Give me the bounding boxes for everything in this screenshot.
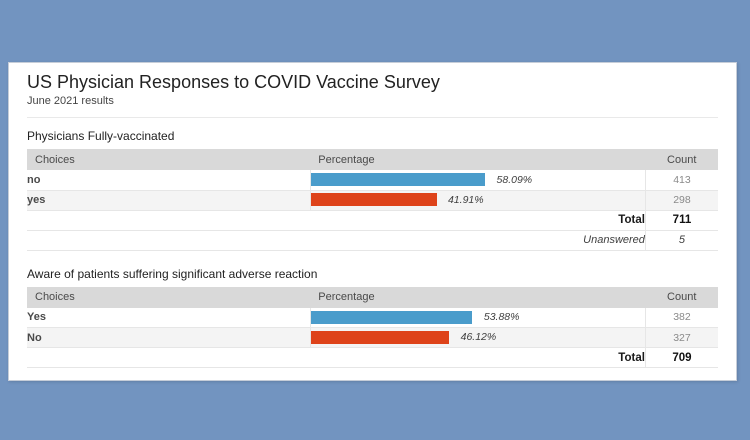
column-header-count: Count <box>645 286 718 308</box>
divider <box>27 117 718 118</box>
column-header-choices: Choices <box>27 286 311 308</box>
section-title-adverse-reaction: Aware of patients suffering significant … <box>27 266 318 281</box>
choice-cell: Yes <box>27 307 311 328</box>
percentage-cell: 53.88% <box>309 307 646 328</box>
percentage-cell: 58.09% <box>309 170 646 191</box>
unanswered-count: 5 <box>644 230 718 251</box>
table-row: yes 41.91% 298 <box>27 190 718 211</box>
survey-results-panel: US Physician Responses to COVID Vaccine … <box>8 62 737 381</box>
percentage-bar <box>310 173 486 187</box>
column-header-percentage: Percentage <box>310 286 646 308</box>
choice-cell: No <box>27 327 311 348</box>
count-cell: 327 <box>644 327 718 348</box>
table-row: No 46.12% 327 <box>27 327 718 348</box>
unanswered-row: Unanswered 5 <box>27 230 718 251</box>
total-row: Total 711 <box>27 210 718 231</box>
total-label: Total <box>27 347 646 368</box>
page-title: US Physician Responses to COVID Vaccine … <box>27 72 440 92</box>
percentage-cell: 46.12% <box>309 327 646 348</box>
total-count: 709 <box>644 347 718 368</box>
column-header-percentage: Percentage <box>310 149 646 170</box>
choice-cell: yes <box>27 190 311 211</box>
total-label: Total <box>27 210 646 231</box>
percentage-bar <box>310 330 450 344</box>
table-row: Yes 53.88% 382 <box>27 307 718 328</box>
section-title-fully-vaccinated: Physicians Fully-vaccinated <box>27 129 175 143</box>
results-table-fully-vaccinated: Choices Percentage Count no 58.09% 413 y… <box>27 149 718 251</box>
percentage-bar <box>310 310 473 324</box>
total-count: 711 <box>644 210 718 231</box>
choice-cell: no <box>27 170 311 191</box>
table-header-row: Choices Percentage Count <box>27 149 718 170</box>
count-cell: 413 <box>644 170 718 191</box>
unanswered-label: Unanswered <box>27 230 646 251</box>
results-table-adverse-reaction: Choices Percentage Count Yes 53.88% 382 … <box>27 286 718 368</box>
percentage-label: 46.12% <box>460 331 497 344</box>
count-cell: 382 <box>644 307 718 328</box>
total-row: Total 709 <box>27 347 718 368</box>
page-subtitle: June 2021 results <box>27 95 114 107</box>
percentage-label: 58.09% <box>496 173 533 186</box>
table-header-row: Choices Percentage Count <box>27 286 718 308</box>
column-header-choices: Choices <box>27 149 311 170</box>
table-row: no 58.09% 413 <box>27 170 718 191</box>
count-cell: 298 <box>644 190 718 211</box>
percentage-label: 41.91% <box>447 193 484 206</box>
percentage-bar <box>310 193 437 207</box>
percentage-label: 53.88% <box>483 311 520 324</box>
percentage-cell: 41.91% <box>309 190 646 211</box>
column-header-count: Count <box>645 149 718 170</box>
